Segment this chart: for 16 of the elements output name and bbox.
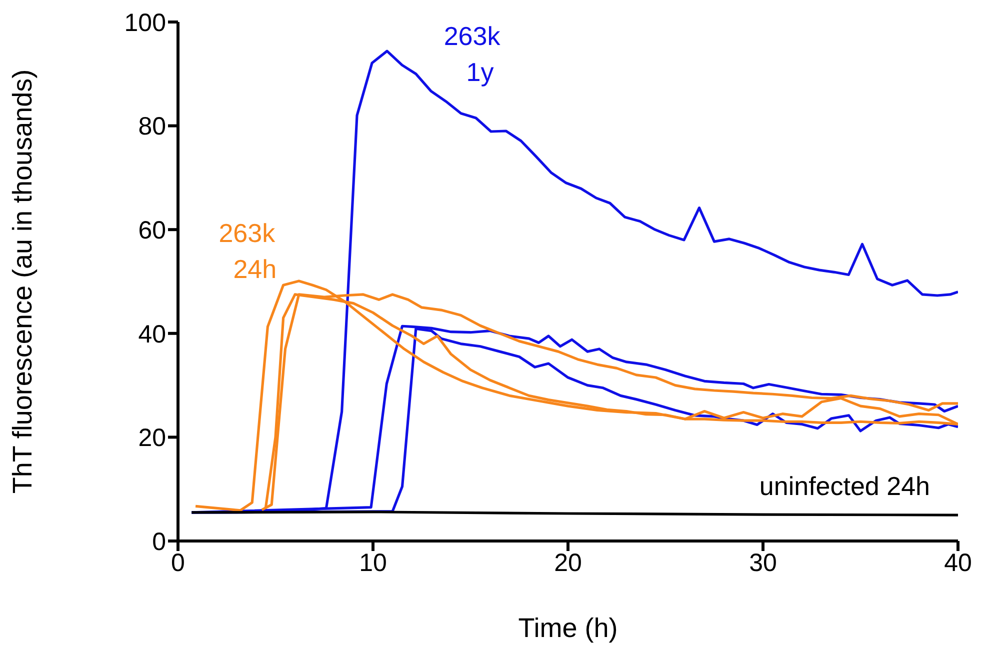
y-tick-label: 20 — [138, 424, 166, 452]
series-label: 263k 1y — [444, 21, 502, 88]
y-axis-title: ThT fluorescence (au in thousands) — [8, 69, 38, 494]
y-tick-label: 40 — [138, 320, 166, 348]
x-tick-label: 0 — [171, 548, 185, 577]
series-label: uninfected 24h — [759, 471, 930, 502]
y-tick-label: 0 — [152, 528, 166, 556]
x-tick-label: 10 — [359, 548, 387, 577]
x-tick-label: 40 — [944, 548, 972, 577]
x-axis-title: Time (h) — [518, 613, 618, 643]
x-tick-label: 20 — [554, 548, 582, 577]
x-tick-label: 30 — [749, 548, 777, 577]
y-tick-label: 60 — [138, 216, 166, 244]
series-label: 263k 24h — [218, 218, 277, 284]
y-tick-label: 80 — [138, 112, 166, 141]
y-tick-label: 100 — [124, 8, 166, 37]
